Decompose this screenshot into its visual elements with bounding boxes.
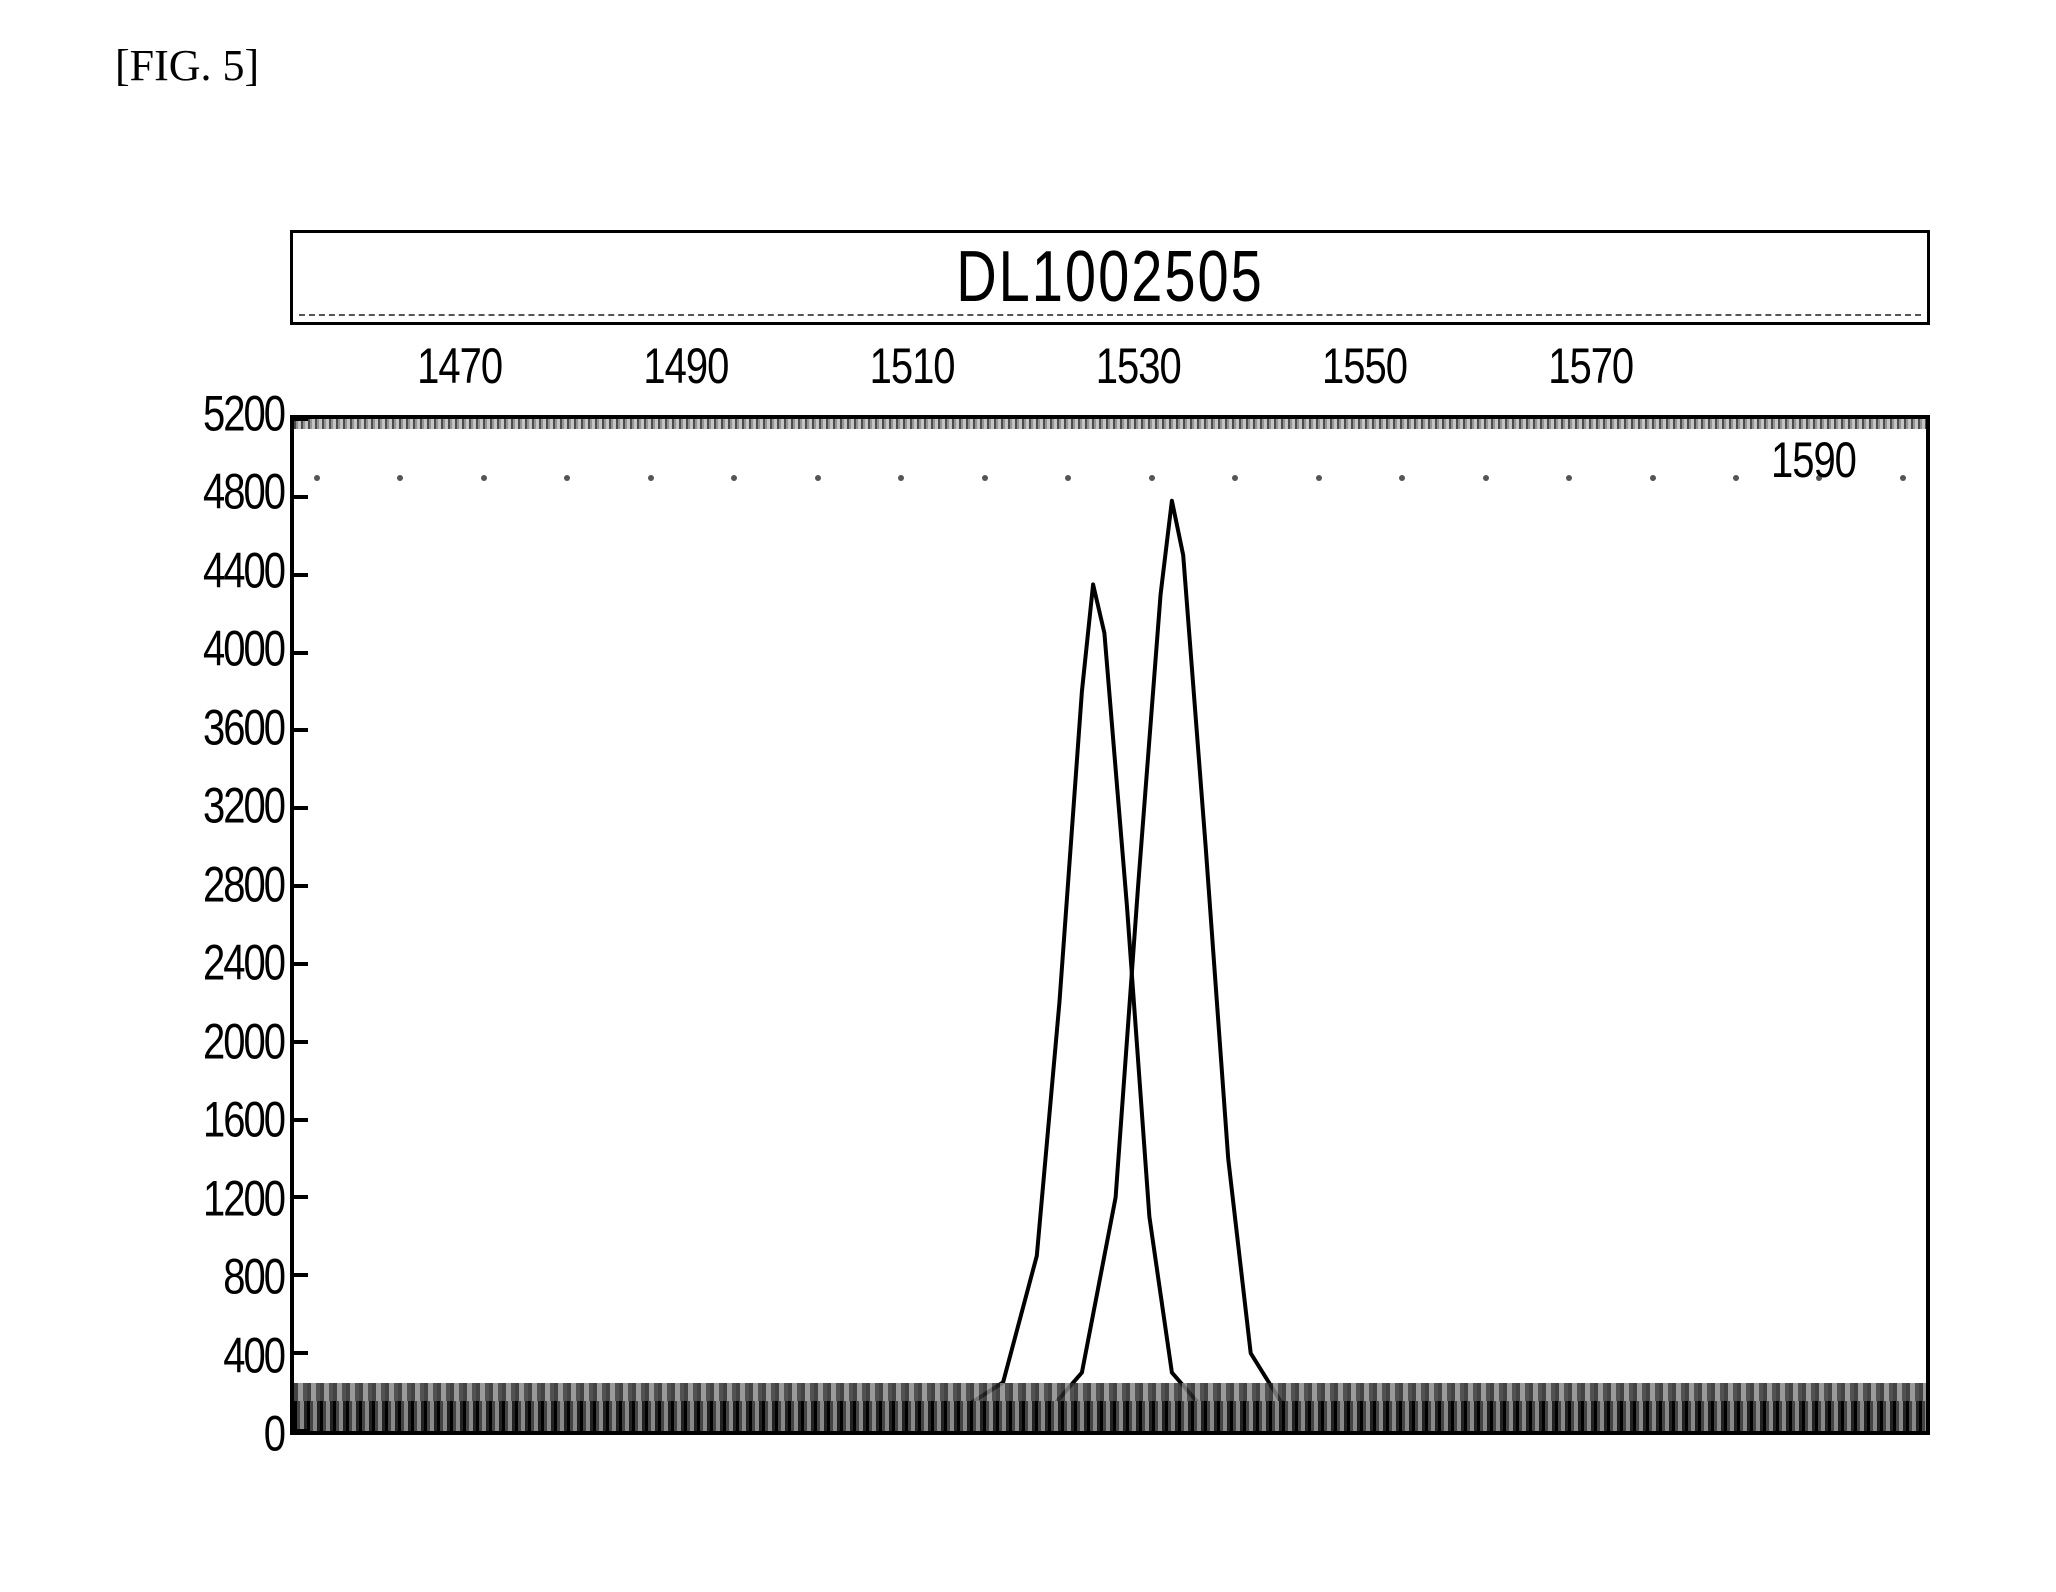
x-tick-label: 1550 [1322, 339, 1407, 395]
y-tick-mark [294, 651, 308, 655]
decorative-dot [815, 475, 821, 481]
y-tick-mark [294, 1195, 308, 1199]
figure-label: [FIG. 5] [115, 40, 259, 91]
y-tick-label: 4400 [203, 544, 284, 600]
noise-mid [294, 1383, 1926, 1401]
x-axis-ticks: 147014901510153015501570 [290, 345, 1930, 415]
chart-curves [294, 419, 1926, 1431]
y-tick-mark [294, 1118, 308, 1122]
decorative-dot [982, 475, 988, 481]
decorative-dot [648, 475, 654, 481]
decorative-dot [731, 475, 737, 481]
axis-area: 147014901510153015501570 5200 4800 4400 400… [200, 345, 1930, 1435]
y-tick-label: 800 [223, 1250, 284, 1306]
y-tick-label: 1600 [203, 1093, 284, 1149]
dot-row [314, 475, 1906, 481]
decorative-dot [564, 475, 570, 481]
y-tick-label: 2800 [203, 858, 284, 914]
y-tick-label: 2400 [203, 936, 284, 992]
x-tick-label: 1530 [1096, 339, 1181, 395]
y-tick-mark [294, 1351, 308, 1355]
x-tick-label: 1470 [417, 339, 502, 395]
y-tick-mark [294, 417, 308, 421]
y-tick-label: 2000 [203, 1015, 284, 1071]
decorative-dot [1650, 475, 1656, 481]
decorative-dot [898, 475, 904, 481]
chart-title-box: DL1002505 [290, 230, 1930, 325]
decorative-dot [1399, 475, 1405, 481]
decorative-dot [397, 475, 403, 481]
y-tick-label: 3600 [203, 701, 284, 757]
y-tick-mark [294, 1273, 308, 1277]
series-peak-left [294, 584, 1926, 1417]
y-tick-label: 400 [223, 1328, 284, 1384]
x-tick-label: 1570 [1548, 339, 1633, 395]
y-tick-mark [294, 806, 308, 810]
decorative-dot [1733, 475, 1739, 481]
y-tick-mark [294, 1429, 308, 1433]
y-axis-ticks: 5200480044004000360032002800240020001600… [200, 415, 288, 1435]
decorative-dot [1900, 475, 1906, 481]
decorative-dot [1232, 475, 1238, 481]
y-tick-mark [294, 573, 308, 577]
x-tick-1590: 1590 [1771, 433, 1856, 489]
decorative-dot [1316, 475, 1322, 481]
y-tick-label: 4000 [203, 622, 284, 678]
chart-title: DL1002505 [956, 233, 1264, 318]
plot-area: 1590 [290, 415, 1930, 1435]
title-underline [299, 314, 1921, 316]
y-tick-label: 4800 [203, 465, 284, 521]
y-tick-label: 0 [264, 1407, 284, 1463]
y-tick-label: 3200 [203, 779, 284, 835]
decorative-dot [1483, 475, 1489, 481]
series-peak-right [294, 501, 1926, 1420]
y-tick-label: 1200 [203, 1171, 284, 1227]
x-tick-label: 1510 [870, 339, 955, 395]
y-tick-mark [294, 1040, 308, 1044]
y-tick-mark [294, 728, 308, 732]
decorative-dot [481, 475, 487, 481]
noise-bottom [294, 1401, 1926, 1431]
y-tick-mark [294, 495, 308, 499]
y-tick-mark [294, 962, 308, 966]
chart-container: DL1002505 147014901510153015501570 52004… [200, 230, 1930, 1435]
y-tick-label: 5200 [203, 387, 284, 443]
x-tick-label: 1490 [643, 339, 728, 395]
decorative-dot [314, 475, 320, 481]
decorative-dot [1149, 475, 1155, 481]
y-tick-mark [294, 884, 308, 888]
decorative-dot [1065, 475, 1071, 481]
decorative-dot [1566, 475, 1572, 481]
